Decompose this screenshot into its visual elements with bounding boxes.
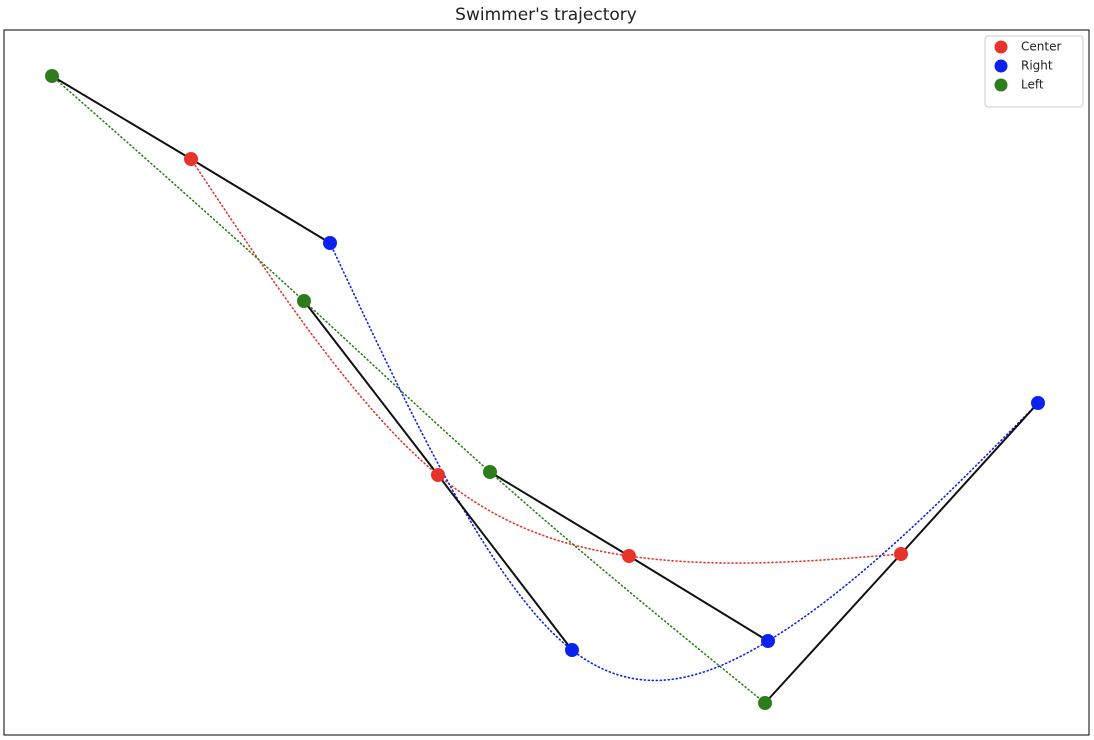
point — [894, 547, 908, 561]
legend-label: Left — [1021, 78, 1044, 92]
trajectory-curve — [190, 158, 902, 564]
plot-frame — [3, 29, 1090, 736]
legend-marker — [994, 78, 1008, 92]
point — [45, 69, 59, 83]
point — [1031, 396, 1045, 410]
legend-marker — [994, 40, 1008, 54]
legend-label: Center — [1021, 40, 1061, 54]
point — [431, 468, 445, 482]
point — [565, 643, 579, 657]
point — [323, 236, 337, 250]
point — [184, 152, 198, 166]
point — [622, 549, 636, 563]
chart-title: Swimmer's trajectory — [455, 5, 637, 25]
point — [761, 634, 775, 648]
legend-box — [984, 35, 1084, 108]
point — [297, 294, 311, 308]
legend-label: Right — [1021, 59, 1053, 73]
point — [483, 465, 497, 479]
legend-marker — [994, 59, 1008, 73]
point — [758, 696, 772, 710]
trajectory-curve — [329, 242, 1039, 682]
trajectory-curve — [51, 75, 766, 704]
